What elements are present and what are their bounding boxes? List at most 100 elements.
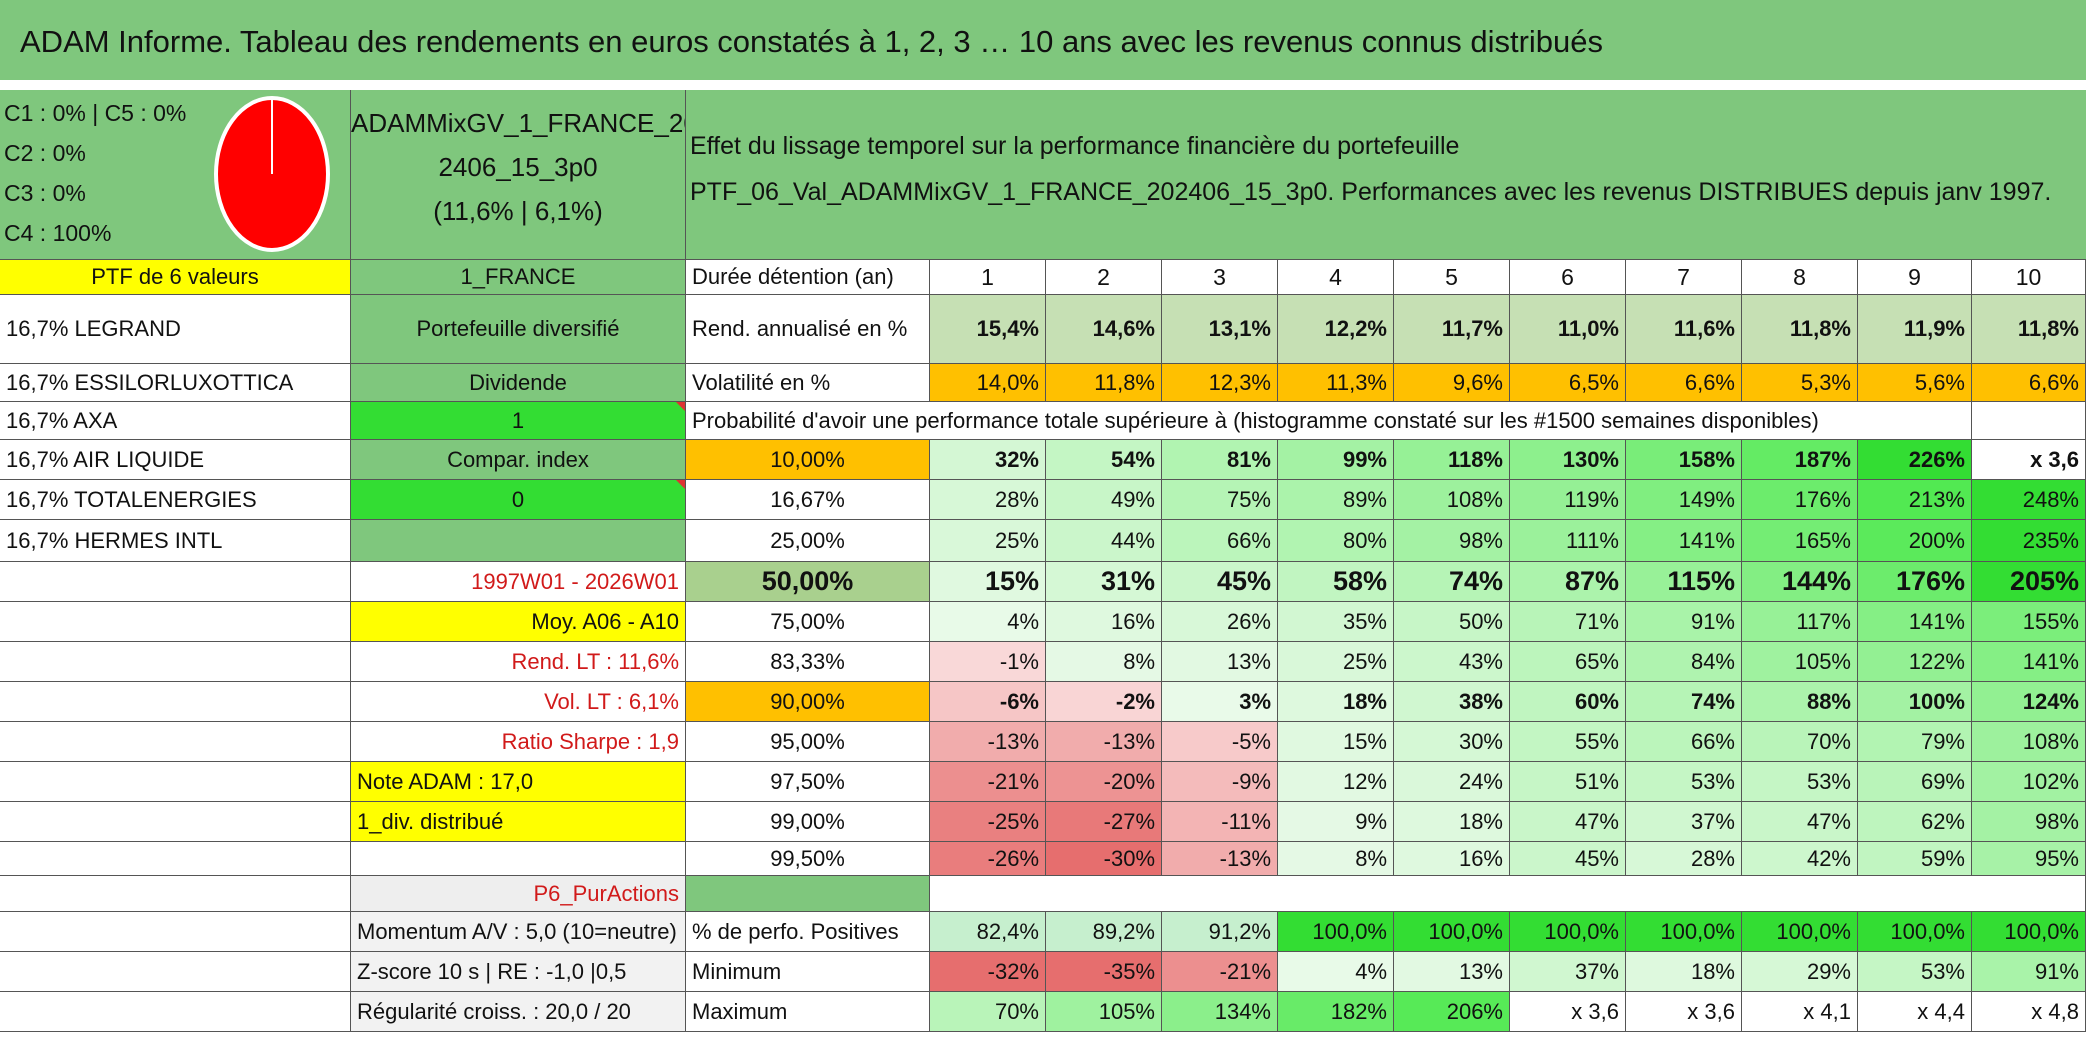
rend-value: 11,7% bbox=[1394, 295, 1510, 364]
probability-value: 58% bbox=[1278, 562, 1394, 602]
probability-value: 79% bbox=[1858, 722, 1972, 762]
probability-value: -20% bbox=[1046, 762, 1162, 802]
probability-value: 71% bbox=[1510, 602, 1626, 642]
probability-value: 59% bbox=[1858, 842, 1972, 876]
bottom-label: Maximum bbox=[686, 992, 930, 1032]
bottom-value: 134% bbox=[1162, 992, 1278, 1032]
probability-value: 89% bbox=[1278, 480, 1394, 520]
probability-value: 53% bbox=[1626, 762, 1742, 802]
probability-value: 130% bbox=[1510, 440, 1626, 480]
bottom-value: 29% bbox=[1742, 952, 1858, 992]
threshold-cell: 25,00% bbox=[686, 520, 930, 562]
bottom-value: 100,0% bbox=[1742, 912, 1858, 952]
summary-label: Moy. A06 - A10 bbox=[351, 602, 686, 642]
threshold-cell: 50,00% bbox=[686, 562, 930, 602]
bottom-value: 91,2% bbox=[1162, 912, 1278, 952]
probability-caption: Probabilité d'avoir une performance tota… bbox=[686, 402, 1972, 440]
probability-value: 226% bbox=[1858, 440, 1972, 480]
probability-value: 24% bbox=[1394, 762, 1510, 802]
probability-value: 158% bbox=[1626, 440, 1742, 480]
probability-value: 54% bbox=[1046, 440, 1162, 480]
year-header: 2 bbox=[1046, 260, 1162, 295]
bottom-label: Minimum bbox=[686, 952, 930, 992]
probability-value: 60% bbox=[1510, 682, 1626, 722]
threshold-cell: 75,00% bbox=[686, 602, 930, 642]
probability-value: 213% bbox=[1858, 480, 1972, 520]
left-blank bbox=[0, 912, 351, 952]
probability-value: 149% bbox=[1626, 480, 1742, 520]
fund-name-box: ADAMMixGV_1_FRANCE_20 2406_15_3p0 (11,6% |… bbox=[351, 90, 686, 260]
probability-value: 205% bbox=[1972, 562, 2086, 602]
allocation-pie-chart bbox=[214, 96, 330, 252]
probability-value: -5% bbox=[1162, 722, 1278, 762]
probability-value: 43% bbox=[1394, 642, 1510, 682]
threshold-cell: 10,00% bbox=[686, 440, 930, 480]
probability-value: 16% bbox=[1394, 842, 1510, 876]
probability-value: 16% bbox=[1046, 602, 1162, 642]
fund-name-line: (11,6% | 6,1%) bbox=[433, 196, 603, 226]
rend-value: 11,8% bbox=[1972, 295, 2086, 364]
probability-value: -1% bbox=[930, 642, 1046, 682]
left-blank bbox=[0, 842, 351, 876]
left-blank bbox=[0, 682, 351, 722]
probability-value: 8% bbox=[1278, 842, 1394, 876]
probability-value: 50% bbox=[1394, 602, 1510, 642]
probability-value: 38% bbox=[1394, 682, 1510, 722]
probability-value: 31% bbox=[1046, 562, 1162, 602]
left-blank bbox=[351, 842, 686, 876]
threshold-cell: 99,00% bbox=[686, 802, 930, 842]
threshold-cell: 83,33% bbox=[686, 642, 930, 682]
title-gap bbox=[0, 80, 2086, 90]
probability-value: -26% bbox=[930, 842, 1046, 876]
rend-value: 11,6% bbox=[1626, 295, 1742, 364]
probability-value: 108% bbox=[1394, 480, 1510, 520]
probability-value: 91% bbox=[1626, 602, 1742, 642]
rend-label: Rend. annualisé en % bbox=[686, 295, 930, 364]
probability-value: 42% bbox=[1742, 842, 1858, 876]
probability-value: -27% bbox=[1046, 802, 1162, 842]
probability-value: 62% bbox=[1858, 802, 1972, 842]
allocation-line: C3 : 0% bbox=[4, 180, 86, 206]
compar-cell: 0 bbox=[351, 480, 686, 520]
blank-cell bbox=[1972, 402, 2086, 440]
left-blank bbox=[0, 562, 351, 602]
vol-value: 12,3% bbox=[1162, 364, 1278, 402]
probability-value: 49% bbox=[1046, 480, 1162, 520]
holding-item: 16,7% HERMES INTL bbox=[0, 520, 351, 562]
bottom-value: 100,0% bbox=[1972, 912, 2086, 952]
probability-value: -25% bbox=[930, 802, 1046, 842]
summary-stat: Ratio Sharpe : 1,9 bbox=[351, 722, 686, 762]
holding-item: 16,7% AIR LIQUIDE bbox=[0, 440, 351, 480]
blank-wide bbox=[930, 876, 2086, 912]
ptf-label: PTF de 6 valeurs bbox=[0, 260, 351, 295]
left-blank bbox=[0, 762, 351, 802]
probability-value: 8% bbox=[1046, 642, 1162, 682]
probability-value: 44% bbox=[1046, 520, 1162, 562]
probability-value: 80% bbox=[1278, 520, 1394, 562]
vol-value: 11,8% bbox=[1046, 364, 1162, 402]
bottom-value: 100,0% bbox=[1626, 912, 1742, 952]
allocation-line: C1 : 0% | C5 : 0% bbox=[4, 100, 187, 126]
probability-value: 84% bbox=[1626, 642, 1742, 682]
vol-value: 5,6% bbox=[1858, 364, 1972, 402]
rend-value: 13,1% bbox=[1162, 295, 1278, 364]
probability-value: 53% bbox=[1742, 762, 1858, 802]
probability-value: 15% bbox=[1278, 722, 1394, 762]
bottom-value: 105% bbox=[1046, 992, 1162, 1032]
bottom-value: 206% bbox=[1394, 992, 1510, 1032]
probability-value: 81% bbox=[1162, 440, 1278, 480]
probability-value: 115% bbox=[1626, 562, 1742, 602]
probability-value: 105% bbox=[1742, 642, 1858, 682]
bottom-value: -32% bbox=[930, 952, 1046, 992]
bottom-value: 182% bbox=[1278, 992, 1394, 1032]
summary-stat: Vol. LT : 6,1% bbox=[351, 682, 686, 722]
rend-value: 15,4% bbox=[930, 295, 1046, 364]
probability-value: 28% bbox=[1626, 842, 1742, 876]
probability-value: 124% bbox=[1972, 682, 2086, 722]
probability-value: 98% bbox=[1394, 520, 1510, 562]
probability-value: 51% bbox=[1510, 762, 1626, 802]
holding-item: 16,7% ESSILORLUXOTTICA bbox=[0, 364, 351, 402]
bottom-value: 89,2% bbox=[1046, 912, 1162, 952]
left-blank bbox=[0, 642, 351, 682]
probability-value: x 3,6 bbox=[1972, 440, 2086, 480]
